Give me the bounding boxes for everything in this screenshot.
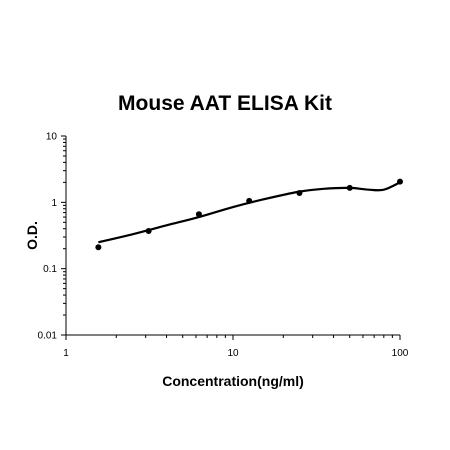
data-point <box>145 227 152 234</box>
x-tick-label: 100 <box>392 348 409 359</box>
data-point <box>95 244 102 251</box>
x-axis-title: Concentration(ng/ml) <box>162 373 304 389</box>
y-axis-title: O.D. <box>24 221 40 250</box>
x-tick-label: 10 <box>227 348 239 359</box>
data-point <box>346 184 353 191</box>
y-tick-label: 0.01 <box>38 331 58 342</box>
x-tick-label: 1 <box>63 348 69 359</box>
chart-title: Mouse AAT ELISA Kit <box>118 92 332 115</box>
data-point <box>397 178 403 185</box>
fit-curve <box>98 181 401 244</box>
data-point <box>296 190 303 197</box>
y-tick-label: 10 <box>46 132 58 143</box>
y-tick-label: 0.1 <box>43 264 57 275</box>
data-point <box>195 211 202 218</box>
data-point <box>246 197 253 204</box>
y-tick-label: 1 <box>51 198 57 209</box>
